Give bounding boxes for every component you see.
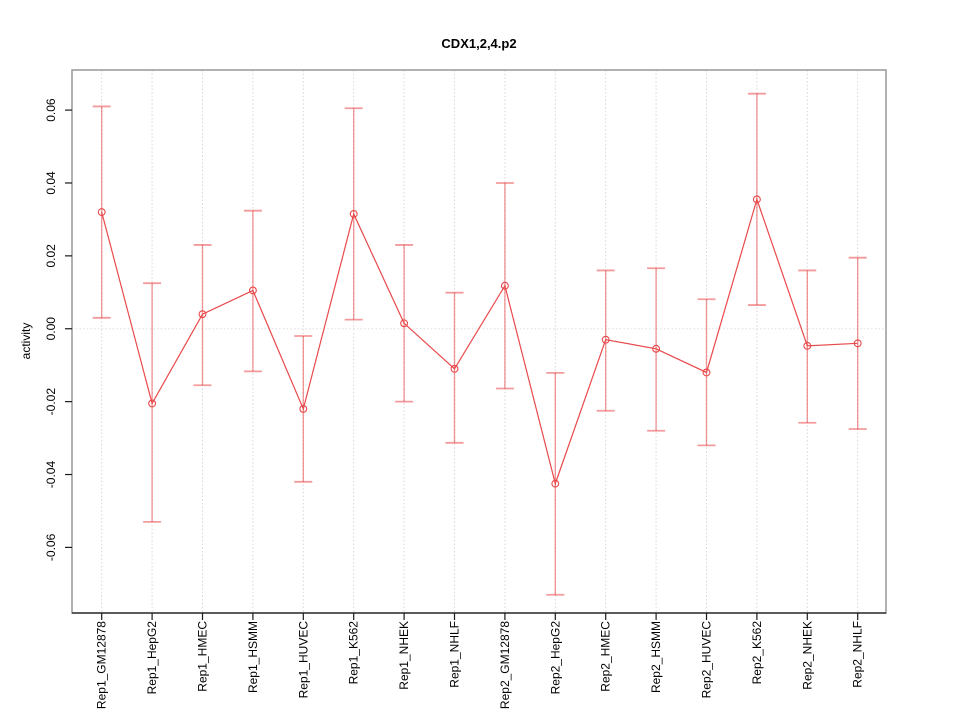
data-point [803,341,812,350]
y-tick-label: 0.04 [44,171,58,195]
data-point [853,339,862,348]
error-bars [92,92,867,596]
gridlines [72,70,886,613]
x-tick-label: Rep2_NHEK [800,621,814,690]
series-line [101,197,858,486]
data-point [97,208,106,217]
plot-box [71,69,887,614]
x-tick-label: Rep1_NHEK [397,621,411,690]
y-tick-label: 0.02 [44,244,58,268]
data-point [248,286,257,295]
data-point [299,404,308,413]
y-tick-label: 0.00 [44,317,58,341]
data-point [198,310,207,319]
data-point [702,368,711,377]
x-tick-label: Rep2_NHLF [851,621,865,688]
data-point [148,399,157,408]
x-tick-label: Rep2_HSMM [649,621,663,693]
plot-frame [71,69,887,614]
data-point [601,335,610,344]
y-axis-label: activity [19,323,33,360]
x-tick-label: Rep1_GM12878 [95,621,109,709]
data-point [400,319,409,328]
y-tick-label: -0.06 [44,533,58,561]
data-series [97,195,862,488]
x-tick-label: Rep1_HepG2 [145,621,159,695]
data-point [500,281,509,290]
x-tick-label: Rep2_HepG2 [548,621,562,695]
y-tick-label: 0.06 [44,98,58,122]
x-axis: Rep1_GM12878 Rep1_HepG2 Rep1_HMEC Rep1_HSMM… [95,613,865,709]
x-tick-label: Rep2_HUVEC [700,621,714,699]
chart-title: CDX1,2,4.p2 [441,36,516,51]
x-tick-label: Rep1_HSMM [246,621,260,693]
data-point [752,195,761,204]
y-tick-label: -0.02 [44,388,58,416]
y-axis: -0.06 -0.04 -0.02 0.00 0.02 0.04 0.06 [44,98,72,561]
x-tick-label: Rep1_NHLF [448,621,462,688]
data-point [450,364,459,373]
x-tick-label: Rep1_K562 [347,621,361,685]
x-tick-label: Rep1_HUVEC [296,621,310,699]
x-tick-label: Rep1_HMEC [196,621,210,692]
data-point [551,479,560,488]
x-tick-label: Rep2_HMEC [599,621,613,692]
y-tick-label: -0.04 [44,461,58,489]
data-point [652,344,661,353]
x-tick-label: Rep2_K562 [750,621,764,685]
x-tick-label: Rep2_GM12878 [498,621,512,709]
data-point [349,209,358,218]
